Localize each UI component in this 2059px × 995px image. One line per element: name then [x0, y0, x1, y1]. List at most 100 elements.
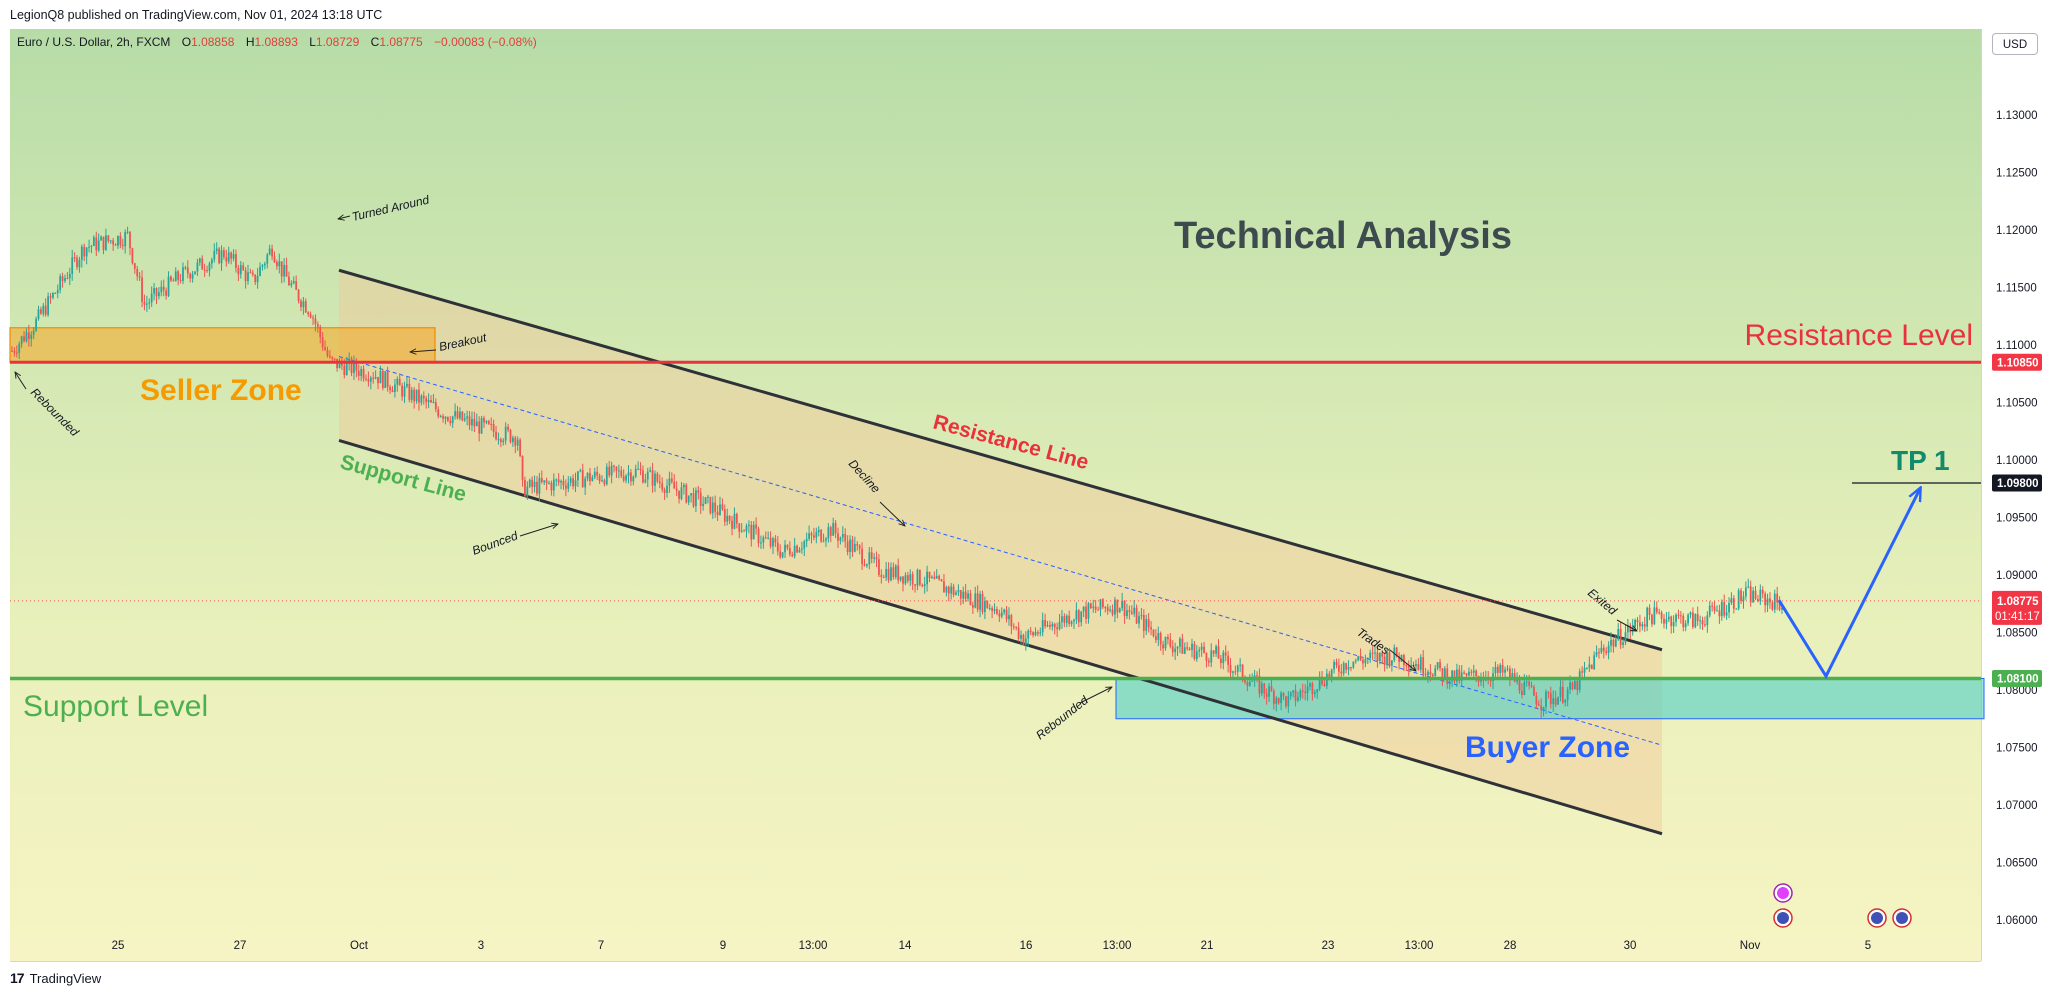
candle-body	[767, 537, 770, 539]
candle	[449, 416, 452, 426]
candle-body	[1070, 621, 1073, 624]
candle	[112, 238, 115, 251]
us-flag-event-icon[interactable]	[1867, 908, 1887, 928]
candle	[25, 328, 28, 343]
candle	[632, 475, 635, 486]
candle	[1711, 601, 1714, 612]
candle-body	[856, 544, 859, 546]
candle	[396, 376, 399, 392]
channel-midline[interactable]	[338, 356, 1663, 746]
candle-body	[793, 545, 796, 557]
candle-body	[196, 262, 199, 272]
candle-body	[1106, 607, 1109, 611]
candle-body	[555, 479, 558, 481]
candle-body	[955, 592, 957, 595]
candle-body	[1118, 608, 1121, 613]
candle-body	[632, 476, 635, 482]
candle-body	[254, 274, 257, 283]
candle	[157, 286, 160, 300]
candle	[1501, 658, 1504, 677]
candle-body	[1328, 673, 1331, 677]
candle	[1316, 688, 1319, 699]
candle	[71, 249, 74, 281]
us-flag-event-icon[interactable]	[1892, 908, 1912, 928]
candle	[256, 268, 259, 289]
candle	[577, 471, 579, 487]
candle-body	[880, 574, 883, 578]
candle	[538, 472, 541, 502]
candle	[117, 235, 119, 249]
candle	[714, 495, 717, 518]
candle-body	[1417, 664, 1420, 670]
candle	[670, 472, 673, 484]
candle-body	[1164, 636, 1167, 649]
currency-button[interactable]: USD	[1992, 33, 2038, 55]
candle	[466, 410, 469, 426]
candle-body	[1330, 669, 1333, 677]
candle	[981, 590, 984, 615]
candle	[273, 251, 276, 263]
candle-body	[468, 416, 471, 426]
candle-body	[1366, 658, 1369, 660]
candle	[1118, 607, 1121, 613]
candle	[297, 288, 300, 304]
candle-body	[1029, 630, 1032, 633]
candle-body	[1229, 664, 1232, 673]
channel-lower-line[interactable]	[338, 439, 1663, 836]
candle-body	[88, 246, 90, 248]
seller-zone-box[interactable]	[9, 327, 436, 363]
candle-body	[1205, 652, 1208, 661]
candle	[810, 531, 813, 544]
candle-body	[1260, 683, 1263, 694]
channel-upper-line[interactable]	[338, 268, 1663, 652]
price-tick: 1.11000	[1996, 340, 2037, 352]
candle-body	[208, 263, 211, 271]
candle-body	[403, 386, 406, 397]
candle-body	[755, 524, 758, 529]
candle	[386, 366, 389, 392]
candle	[309, 311, 312, 319]
candle-body	[174, 271, 177, 282]
candle	[314, 314, 317, 332]
candle	[1063, 613, 1066, 628]
candle	[1381, 651, 1384, 664]
tradingview-logo[interactable]: 17 TradingView	[10, 970, 101, 986]
candle-body	[266, 254, 269, 264]
candle	[1735, 608, 1738, 610]
candle	[129, 231, 131, 256]
candle	[1701, 616, 1704, 631]
candle-body	[1316, 689, 1319, 693]
candle-body	[957, 590, 960, 593]
candle	[1636, 616, 1639, 630]
candle	[1665, 612, 1668, 630]
candle-body	[1075, 610, 1078, 620]
candle-body	[444, 416, 447, 419]
candle	[1075, 602, 1078, 625]
candle-body	[1092, 606, 1095, 609]
symbol-label[interactable]: Euro / U.S. Dollar, 2h, FXCM	[17, 35, 171, 49]
candle-body	[1586, 667, 1588, 669]
time-tick: 13:00	[1103, 940, 1132, 952]
projection-path[interactable]	[1777, 489, 1920, 680]
candle-body	[507, 426, 509, 430]
candle	[1720, 599, 1723, 621]
lightning-event-icon[interactable]	[1773, 883, 1793, 903]
candle-body	[940, 579, 943, 582]
candle-body	[1123, 600, 1126, 617]
candle-body	[711, 502, 714, 514]
candle	[615, 466, 618, 479]
candle-body	[878, 559, 880, 575]
candle	[381, 369, 384, 391]
candle-body	[278, 261, 281, 267]
candle-body	[738, 523, 741, 532]
candle	[1590, 664, 1593, 670]
candle-body	[235, 254, 237, 269]
us-flag-event-icon[interactable]	[1773, 908, 1793, 928]
time-tick: 27	[234, 940, 247, 952]
time-tick: 7	[598, 940, 604, 952]
candle	[502, 438, 505, 446]
price-axis[interactable]	[1981, 29, 2059, 961]
candle	[1123, 600, 1126, 624]
candle	[1140, 608, 1143, 620]
